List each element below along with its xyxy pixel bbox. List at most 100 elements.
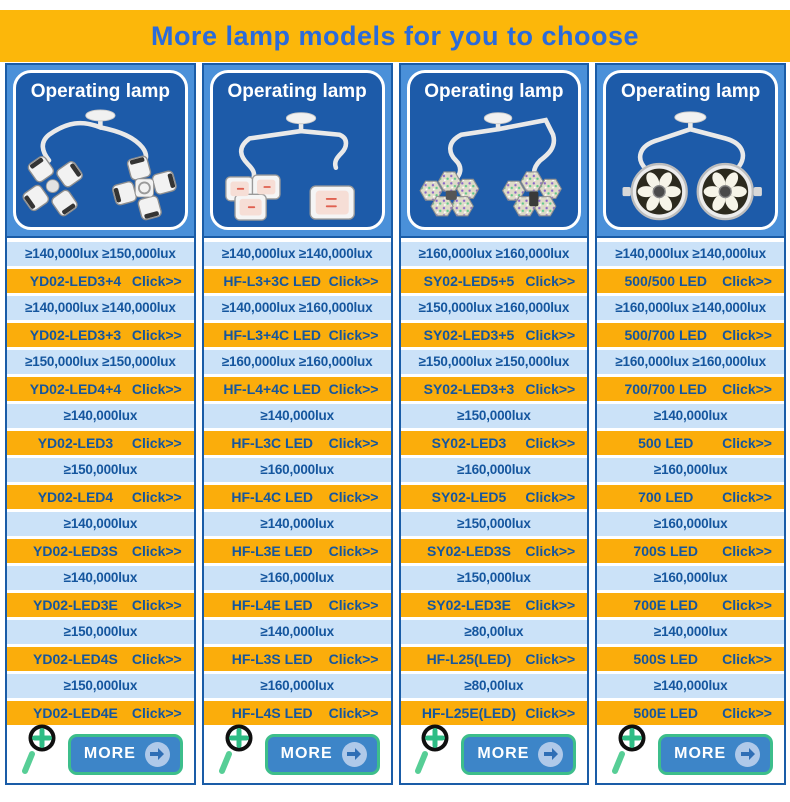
model-row[interactable]: HF-L25E(LED) Click>> — [400, 701, 588, 725]
model-row[interactable]: HF-L3S LED Click>> — [203, 647, 391, 671]
click-link[interactable]: Click>> — [131, 705, 182, 721]
model-row[interactable]: 700 LED Click>> — [597, 485, 784, 509]
model-row[interactable]: SY02-LED3 Click>> — [400, 431, 588, 455]
click-link[interactable]: Click>> — [722, 597, 772, 613]
model-row[interactable]: YD02-LED3+3 Click>> — [7, 323, 194, 347]
click-link[interactable]: Click>> — [328, 327, 379, 343]
model-row[interactable]: HF-L4C LED Click>> — [203, 485, 391, 509]
model-row[interactable]: SY02-LED3+3 Click>> — [400, 377, 588, 401]
lux-spec-row: ≥140,000lux — [203, 620, 391, 644]
column-footer: MORE — [203, 724, 391, 783]
model-row[interactable]: HF-L3E LED Click>> — [203, 539, 391, 563]
model-row[interactable]: HF-L4E LED Click>> — [203, 593, 391, 617]
model-row[interactable]: 500/700 LED Click>> — [597, 323, 784, 347]
model-name: 500 LED — [638, 435, 694, 451]
click-link[interactable]: Click>> — [328, 273, 379, 289]
click-link[interactable]: Click>> — [131, 327, 182, 343]
model-row[interactable]: SY02-LED5+5 Click>> — [400, 269, 588, 293]
model-name: YD02-LED4 — [37, 489, 114, 505]
magnifier-zoom-icon — [608, 723, 650, 782]
product-panel-frame: Operating lamp — [597, 65, 784, 238]
click-link[interactable]: Click>> — [525, 435, 576, 451]
click-link[interactable]: Click>> — [722, 273, 772, 289]
model-row[interactable]: SY02-LED3S Click>> — [400, 539, 588, 563]
lux-value: ≥150,000lux — [457, 570, 531, 585]
click-link[interactable]: Click>> — [525, 273, 576, 289]
column-footer: MORE — [400, 724, 588, 783]
lux-spec-row: ≥150,000lux — [7, 674, 194, 698]
click-link[interactable]: Click>> — [328, 651, 379, 667]
click-link[interactable]: Click>> — [722, 543, 772, 559]
model-row[interactable]: YD02-LED4S Click>> — [7, 647, 194, 671]
lux-spec-row: ≥140,000lux — [7, 404, 194, 428]
click-link[interactable]: Click>> — [131, 381, 182, 397]
model-row[interactable]: 500 LED Click>> — [597, 431, 784, 455]
click-link[interactable]: Click>> — [722, 381, 772, 397]
click-link[interactable]: Click>> — [328, 435, 379, 451]
click-link[interactable]: Click>> — [131, 489, 182, 505]
click-link[interactable]: Click>> — [328, 597, 379, 613]
click-link[interactable]: Click>> — [525, 327, 576, 343]
model-row[interactable]: YD02-LED4 Click>> — [7, 485, 194, 509]
lamp-column: Operating lamp ≥140,000lux ≥140,000lux HF… — [201, 63, 393, 785]
click-link[interactable]: Click>> — [525, 705, 576, 721]
model-row[interactable]: SY02-LED5 Click>> — [400, 485, 588, 509]
model-row[interactable]: 500E LED Click>> — [597, 701, 784, 725]
click-link[interactable]: Click>> — [328, 543, 379, 559]
model-row[interactable]: 700S LED Click>> — [597, 539, 784, 563]
model-row[interactable]: YD02-LED3E Click>> — [7, 593, 194, 617]
model-row[interactable]: HF-L3C LED Click>> — [203, 431, 391, 455]
click-link[interactable]: Click>> — [328, 705, 379, 721]
lux-spec-row: ≥140,000lux ≥140,000lux — [7, 296, 194, 320]
model-row[interactable]: YD02-LED3S Click>> — [7, 539, 194, 563]
click-link[interactable]: Click>> — [525, 489, 576, 505]
column-footer: MORE — [7, 724, 194, 783]
model-row[interactable]: HF-L4+4C LED Click>> — [203, 377, 391, 401]
lux-value: ≥140,000lux ≥150,000lux — [25, 246, 176, 261]
model-row[interactable]: 700E LED Click>> — [597, 593, 784, 617]
click-link[interactable]: Click>> — [722, 435, 772, 451]
click-link[interactable]: Click>> — [525, 381, 576, 397]
model-row[interactable]: 500S LED Click>> — [597, 647, 784, 671]
more-button[interactable]: MORE — [264, 733, 380, 775]
click-link[interactable]: Click>> — [131, 543, 182, 559]
model-row[interactable]: YD02-LED3 Click>> — [7, 431, 194, 455]
more-button[interactable]: MORE — [461, 733, 577, 775]
model-row[interactable]: HF-L3+3C LED Click>> — [203, 269, 391, 293]
click-link[interactable]: Click>> — [131, 597, 182, 613]
model-row[interactable]: HF-L3+4C LED Click>> — [203, 323, 391, 347]
lux-spec-row: ≥80,00lux — [400, 674, 588, 698]
model-row[interactable]: 700/700 LED Click>> — [597, 377, 784, 401]
click-link[interactable]: Click>> — [722, 705, 772, 721]
lamp-column: Operating lamp ≥140,000lux ≥150,000lux YD… — [5, 63, 196, 785]
model-row[interactable]: HF-L25(LED) Click>> — [400, 647, 588, 671]
model-row[interactable]: SY02-LED3E Click>> — [400, 593, 588, 617]
product-panel-frame: Operating lamp — [7, 65, 194, 238]
click-link[interactable]: Click>> — [722, 651, 772, 667]
model-row[interactable]: HF-L4S LED Click>> — [203, 701, 391, 725]
click-link[interactable]: Click>> — [328, 381, 379, 397]
lux-value: ≥150,000lux — [63, 462, 138, 477]
click-link[interactable]: Click>> — [131, 651, 182, 667]
click-link[interactable]: Click>> — [722, 489, 772, 505]
click-link[interactable]: Click>> — [131, 273, 182, 289]
click-link[interactable]: Click>> — [525, 543, 576, 559]
more-button[interactable]: MORE — [658, 733, 774, 775]
model-name: HF-L4S LED — [231, 705, 313, 721]
column-header: Operating lamp — [424, 81, 564, 102]
lux-spec-row: ≥160,000lux — [597, 512, 784, 536]
click-link[interactable]: Click>> — [328, 489, 379, 505]
more-button[interactable]: MORE — [67, 733, 183, 775]
click-link[interactable]: Click>> — [525, 651, 576, 667]
model-row[interactable]: YD02-LED3+4 Click>> — [7, 269, 194, 293]
click-link[interactable]: Click>> — [525, 597, 576, 613]
click-link[interactable]: Click>> — [722, 327, 772, 343]
model-row[interactable]: 500/500 LED Click>> — [597, 269, 784, 293]
arrow-right-icon — [144, 741, 170, 767]
lux-value: ≥160,000lux — [653, 570, 728, 585]
model-row[interactable]: YD02-LED4E Click>> — [7, 701, 194, 725]
model-row[interactable]: YD02-LED4+4 Click>> — [7, 377, 194, 401]
lux-value: ≥160,000lux — [653, 516, 728, 531]
click-link[interactable]: Click>> — [131, 435, 182, 451]
model-row[interactable]: SY02-LED3+5 Click>> — [400, 323, 588, 347]
